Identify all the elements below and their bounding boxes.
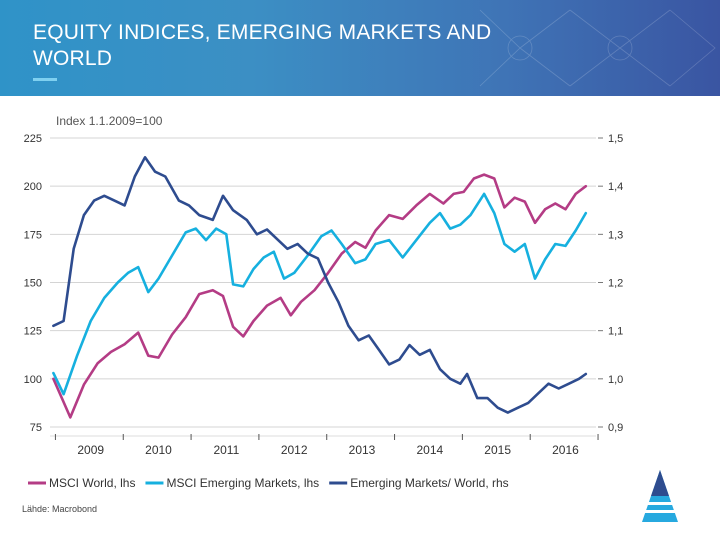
right-tick-label: 1,5	[608, 133, 623, 145]
x-tick-label: 2013	[349, 443, 376, 457]
x-tick-label: 2016	[552, 443, 579, 457]
x-tick-label: 2009	[77, 443, 104, 457]
series-line	[52, 192, 588, 396]
x-tick-label: 2011	[213, 443, 239, 457]
left-tick-label: 75	[30, 422, 42, 434]
title-line-1: EQUITY INDICES, EMERGING MARKETS AND	[33, 21, 492, 44]
slide-header: EQUITY INDICES, EMERGING MARKETS AND WOR…	[0, 0, 720, 96]
y-axis-label: Index 1.1.2009=100	[56, 114, 163, 128]
x-tick-label: 2012	[281, 443, 308, 457]
title-line-2: WORLD	[33, 47, 113, 70]
header-pattern-decoration	[479, 9, 716, 87]
equity-line-chart: Index 1.1.2009=100 225 200 175 150 125 100 75 1,…	[24, 114, 624, 490]
x-tick-label: 2010	[145, 443, 172, 457]
right-tick-label: 1,4	[608, 181, 623, 193]
x-tick-label: 2015	[484, 443, 511, 457]
left-tick-label: 225	[24, 133, 42, 145]
left-tick-label: 125	[24, 326, 42, 338]
x-tick-label: 2014	[416, 443, 443, 457]
slide-title: EQUITY INDICES, EMERGING MARKETS AND WOR…	[33, 20, 633, 72]
series-line	[52, 173, 588, 419]
right-tick-label: 1,0	[608, 374, 623, 386]
source-note: Lähde: Macrobond	[22, 504, 98, 514]
right-tick-label: 1,2	[608, 278, 623, 290]
right-tick-label: 1,3	[608, 229, 623, 241]
series-line	[52, 156, 588, 414]
left-tick-label: 200	[24, 181, 42, 193]
legend-label: Emerging Markets/ World, rhs	[350, 476, 509, 490]
left-tick-label: 175	[24, 229, 42, 241]
left-tick-label: 100	[24, 374, 42, 386]
company-logo	[642, 470, 678, 522]
title-accent-bar	[33, 78, 57, 81]
legend-label: MSCI Emerging Markets, lhs	[166, 476, 319, 490]
left-tick-label: 150	[24, 278, 42, 290]
right-tick-label: 1,1	[608, 326, 623, 338]
legend-label: MSCI World, lhs	[49, 476, 135, 490]
right-tick-label: 0,9	[608, 422, 623, 434]
